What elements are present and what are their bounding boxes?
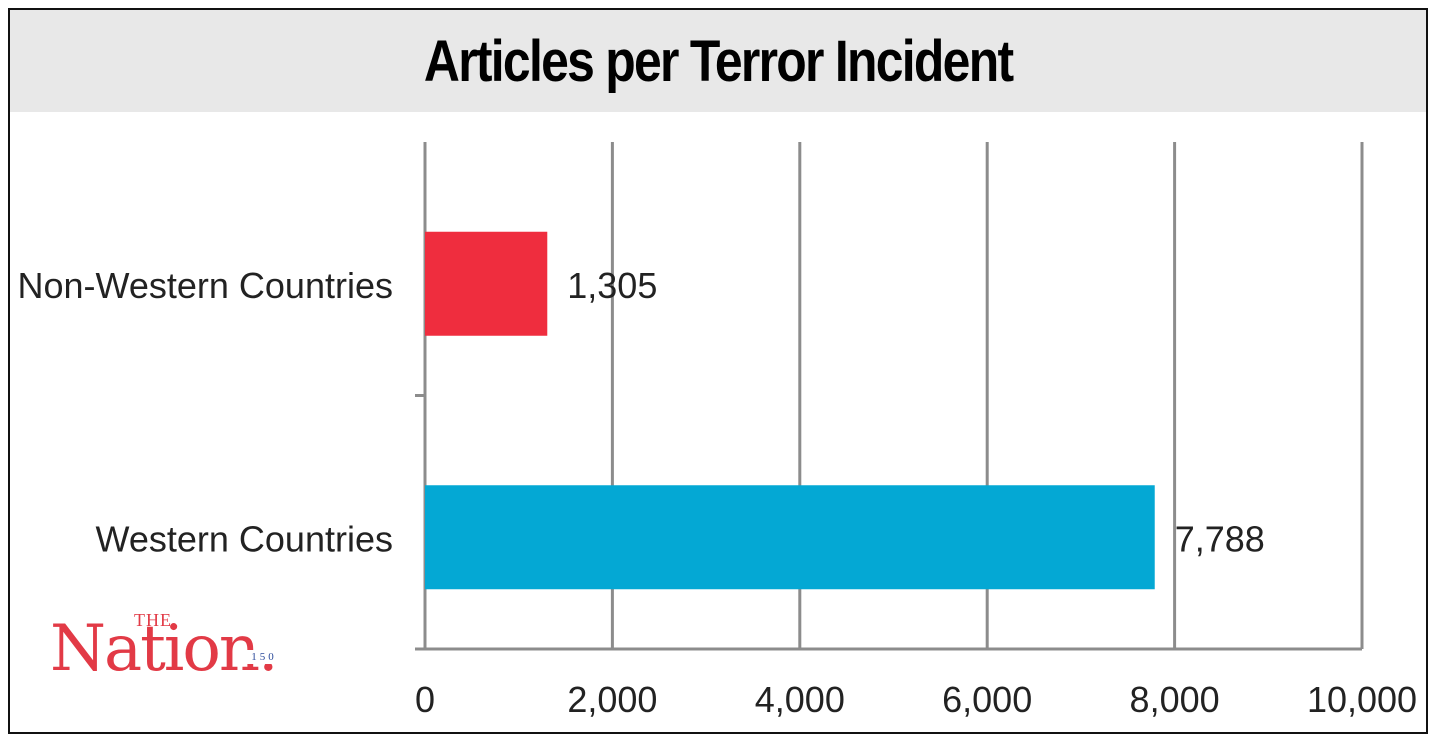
data-label: 7,788: [1175, 518, 1265, 559]
category-label: Western Countries: [96, 518, 393, 559]
x-tick-label: 4,000: [755, 679, 845, 720]
category-label: Non-Western Countries: [18, 265, 394, 306]
x-tick-label: 8,000: [1130, 679, 1220, 720]
logo-wordmark: Nation.: [50, 612, 278, 686]
title-band: Articles per Terror Incident: [10, 10, 1426, 112]
x-tick-label: 0: [415, 679, 435, 720]
bar: [425, 485, 1155, 590]
x-tick-label: 6,000: [942, 679, 1032, 720]
x-tick-label: 10,000: [1307, 679, 1417, 720]
x-tick-label: 2,000: [567, 679, 657, 720]
chart-frame: Articles per Terror Incident: [8, 8, 1428, 734]
the-nation-logo: Nation. THE 150: [50, 610, 370, 690]
chart-title: Articles per Terror Incident: [423, 28, 1014, 94]
bar: [425, 231, 548, 336]
logo-the: THE: [134, 610, 172, 630]
data-label: 1,305: [567, 265, 657, 306]
logo-150-badge: 150: [242, 650, 286, 664]
